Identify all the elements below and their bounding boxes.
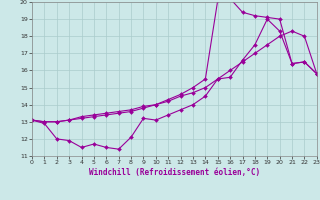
X-axis label: Windchill (Refroidissement éolien,°C): Windchill (Refroidissement éolien,°C)	[89, 168, 260, 177]
